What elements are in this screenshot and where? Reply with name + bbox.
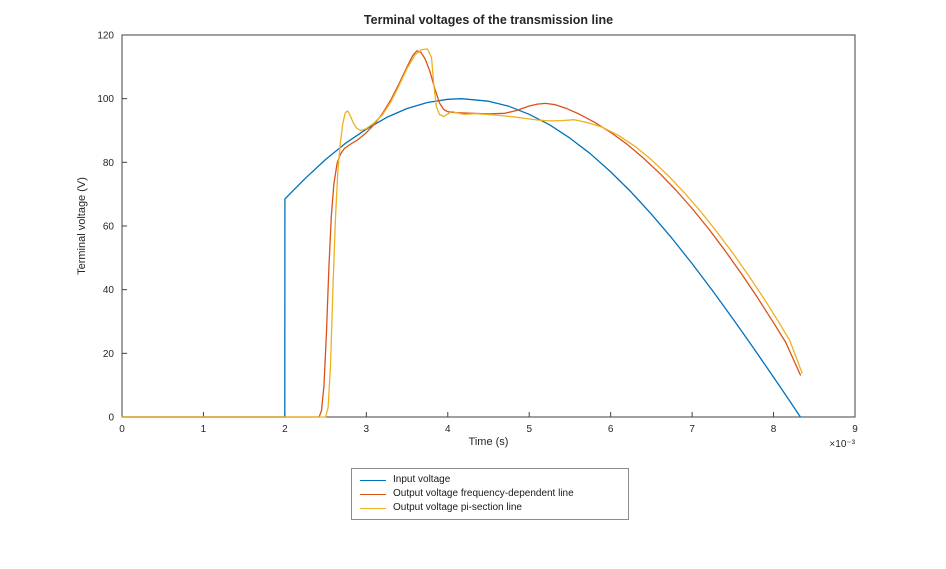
x-tick-label: 0 (119, 424, 125, 435)
chart-title: Terminal voltages of the transmission li… (363, 13, 614, 27)
frequency-dependent-line-swatch (360, 493, 386, 495)
y-tick-label: 120 (97, 31, 114, 42)
x-tick-label: 5 (526, 424, 532, 435)
y-tick-label: 100 (97, 94, 114, 105)
x-tick-label: 9 (852, 424, 858, 435)
y-tick-label: 80 (103, 158, 115, 169)
x-tick-label: 6 (608, 424, 614, 435)
series-line-2 (121, 48, 803, 418)
y-tick-label: 60 (103, 222, 115, 233)
x-tick-label: 4 (445, 424, 451, 435)
x-tick-label: 2 (282, 424, 288, 435)
pi-section-line-swatch (360, 507, 386, 509)
legend-item-pi-section-line: Output voltage pi-section line (352, 501, 628, 515)
x-tick-label: 3 (364, 424, 370, 435)
legend[interactable]: Input voltage Output voltage frequency-d… (351, 468, 629, 520)
x-axis-label: Time (s) (468, 436, 509, 448)
legend-item-input-voltage: Input voltage (352, 473, 628, 487)
x-tick-label: 8 (771, 424, 777, 435)
legend-label: Output voltage pi-section line (393, 502, 522, 513)
y-tick-label: 20 (103, 349, 115, 360)
x-tick-label: 1 (201, 424, 207, 435)
legend-label: Output voltage frequency-dependent line (393, 488, 574, 499)
input-voltage-line-swatch (360, 479, 386, 481)
x-tick-label: 7 (689, 424, 695, 435)
axes-box (121, 34, 856, 418)
series-line-0 (121, 98, 802, 418)
y-tick-label: 0 (108, 413, 114, 424)
series-line-1 (121, 50, 802, 418)
legend-item-frequency-dependent-line: Output voltage frequency-dependent line (352, 487, 628, 501)
y-tick-label: 40 (103, 285, 115, 296)
x-axis-exponent-multiplier: ×10⁻³ (829, 439, 855, 450)
legend-label: Input voltage (393, 474, 451, 485)
